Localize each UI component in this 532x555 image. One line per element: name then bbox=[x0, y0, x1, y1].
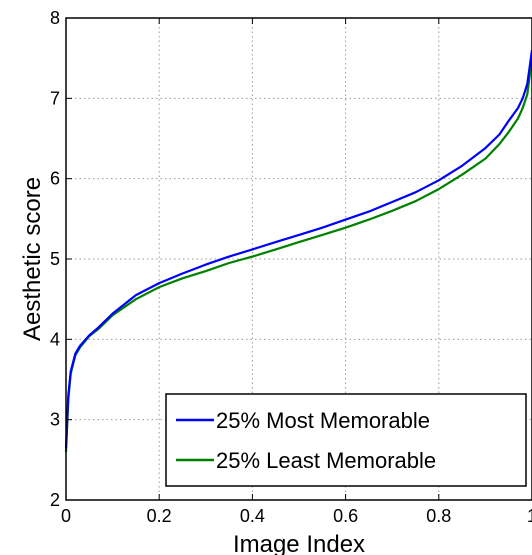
y-tick-label: 6 bbox=[50, 169, 60, 189]
y-tick-label: 2 bbox=[50, 490, 60, 510]
x-tick-label: 1 bbox=[527, 506, 532, 526]
series-line-least-memorable bbox=[64, 58, 532, 452]
y-tick-label: 4 bbox=[50, 329, 60, 349]
legend-label-least-memorable: 25% Least Memorable bbox=[216, 448, 436, 473]
legend: 25% Most Memorable 25% Least Memorable bbox=[165, 393, 527, 487]
x-tick-label: 0 bbox=[61, 506, 71, 526]
x-axis-label: Image Index bbox=[233, 531, 365, 555]
y-tick-label: 3 bbox=[50, 410, 60, 430]
y-axis-label: Aesthetic score bbox=[19, 177, 46, 341]
series-line-most-memorable bbox=[64, 49, 532, 448]
x-axis-tick-labels: 0 0.2 0.4 0.6 0.8 1 bbox=[61, 506, 532, 526]
y-tick-label: 8 bbox=[50, 8, 60, 28]
legend-box bbox=[165, 393, 527, 487]
y-tick-label: 5 bbox=[50, 249, 60, 269]
axis-ticks bbox=[65, 17, 532, 501]
x-tick-label: 0.4 bbox=[240, 506, 265, 526]
y-axis-tick-labels: 2 3 4 5 6 7 8 bbox=[50, 8, 60, 510]
x-tick-label: 0.2 bbox=[147, 506, 172, 526]
x-tick-label: 0.8 bbox=[426, 506, 451, 526]
y-tick-label: 7 bbox=[50, 88, 60, 108]
series-lines bbox=[64, 49, 532, 452]
legend-label-most-memorable: 25% Most Memorable bbox=[216, 408, 430, 433]
x-tick-label: 0.6 bbox=[333, 506, 358, 526]
